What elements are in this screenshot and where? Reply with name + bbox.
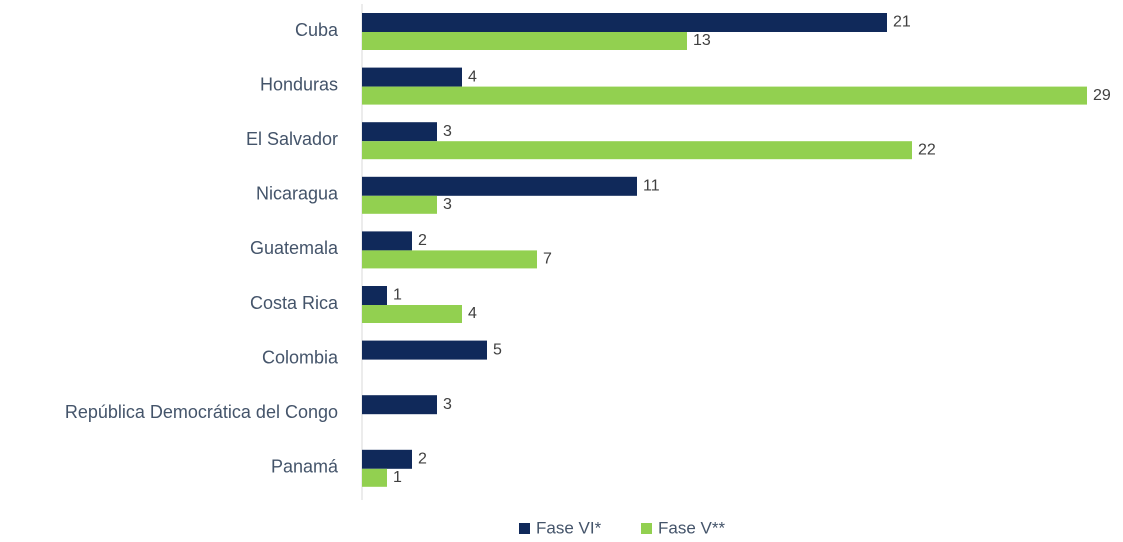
bar [362, 286, 387, 305]
category-label: República Democrática del Congo [65, 402, 338, 422]
bar [362, 32, 687, 50]
bar [362, 141, 912, 160]
category-label: Costa Rica [250, 293, 339, 313]
bar [362, 468, 387, 487]
value-label: 29 [1093, 87, 1111, 104]
value-label: 13 [693, 32, 711, 49]
category-label: Colombia [262, 347, 339, 367]
bar [362, 231, 412, 251]
value-label: 4 [468, 68, 477, 85]
legend-swatch [641, 523, 652, 534]
bar [362, 176, 637, 196]
category-label: Nicaragua [256, 184, 339, 204]
bar [362, 195, 437, 214]
value-label: 22 [918, 141, 936, 158]
value-label: 5 [493, 341, 502, 358]
value-label: 21 [893, 14, 911, 31]
value-label: 2 [418, 451, 427, 468]
category-label: Cuba [295, 20, 339, 40]
bar [362, 13, 887, 32]
bar [362, 86, 1087, 105]
category-label: El Salvador [246, 129, 338, 149]
bar [362, 395, 437, 415]
value-label: 2 [418, 232, 427, 249]
bar [362, 250, 537, 269]
legend-swatch [519, 523, 530, 534]
bar [362, 305, 462, 323]
category-label: Honduras [260, 74, 338, 94]
value-label: 3 [443, 396, 452, 413]
bar [362, 67, 462, 87]
category-label: Panamá [271, 457, 339, 477]
bar [362, 122, 437, 142]
bar [362, 449, 412, 469]
value-label: 1 [393, 469, 402, 486]
value-label: 3 [443, 196, 452, 213]
bar [362, 340, 487, 360]
value-label: 11 [643, 178, 660, 195]
category-label: Guatemala [250, 238, 339, 258]
legend-label: Fase V** [658, 518, 725, 537]
value-label: 4 [468, 305, 477, 322]
value-label: 3 [443, 123, 452, 140]
value-label: 1 [393, 287, 402, 304]
value-label: 7 [543, 251, 552, 268]
legend-label: Fase VI* [536, 518, 602, 537]
